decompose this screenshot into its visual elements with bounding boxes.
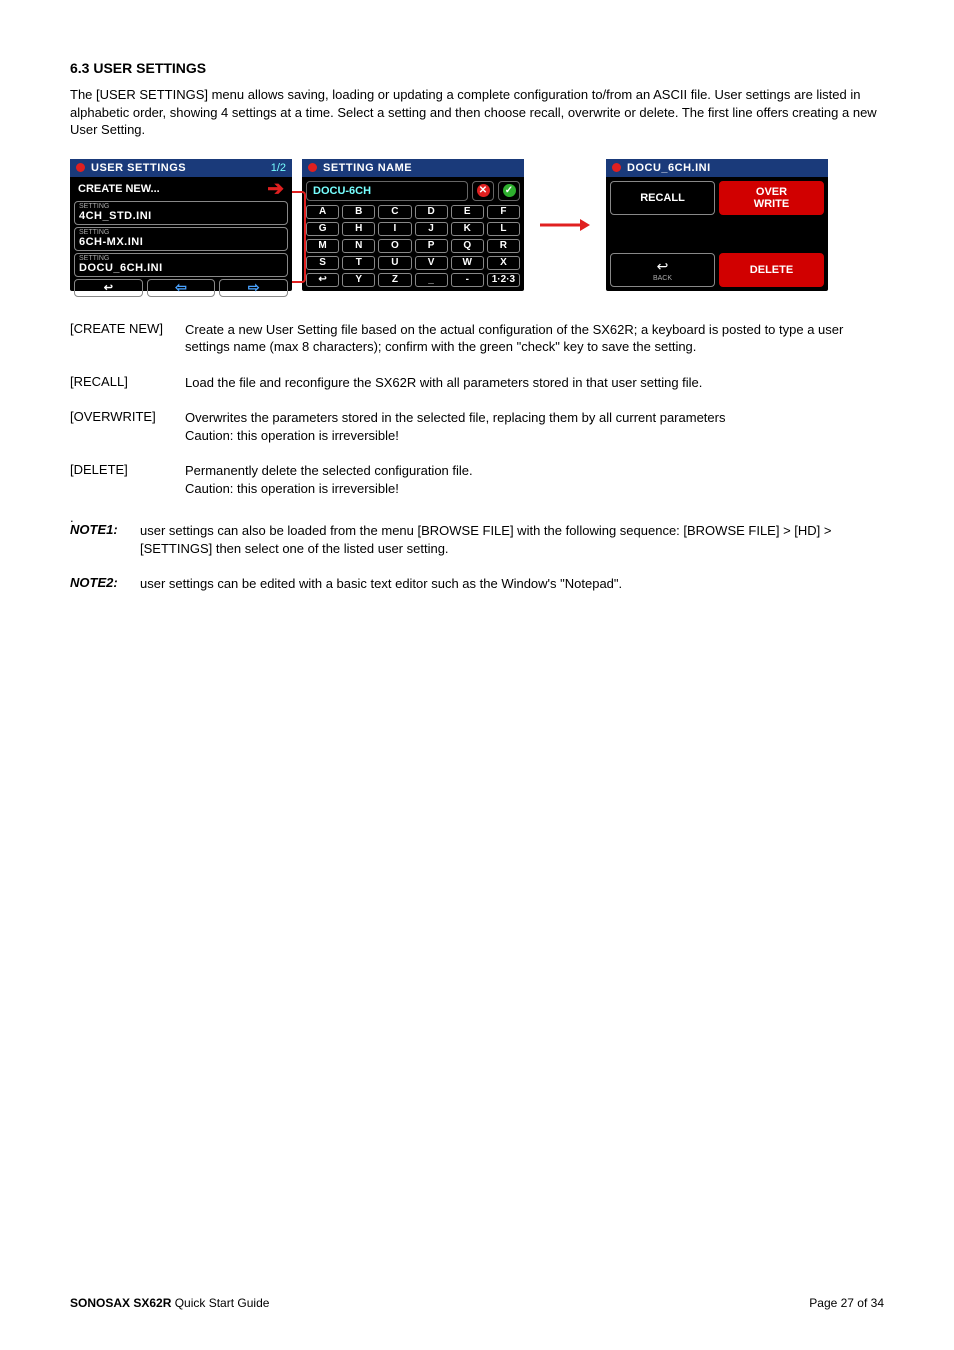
setting-row-name: 6CH-MX.INI [79, 236, 283, 248]
panel2-title: SETTING NAME [323, 162, 412, 174]
section-heading: 6.3 USER SETTINGS [70, 60, 884, 76]
note-text: user settings can also be loaded from th… [140, 522, 884, 557]
back-button[interactable]: ↩ [74, 279, 143, 297]
setting-row-caption: SETTING [79, 229, 283, 236]
key-back[interactable]: ↩ [306, 273, 339, 287]
prev-button[interactable]: ⇦ [147, 279, 216, 297]
panels-row: USER SETTINGS 1/2 CREATE NEW... ➔ SETTIN… [70, 159, 884, 291]
key[interactable]: D [415, 205, 448, 219]
key[interactable]: N [342, 239, 375, 253]
def-text: Permanently delete the selected configur… [185, 462, 884, 497]
key[interactable]: L [487, 222, 520, 236]
key[interactable]: X [487, 256, 520, 270]
key[interactable]: A [306, 205, 339, 219]
def-label: [RECALL] [70, 374, 185, 392]
keyboard-grid: A B C D E F G H I J K L M N O P Q R S T … [302, 205, 524, 287]
key[interactable]: - [451, 273, 484, 287]
confirm-button[interactable]: ✓ [498, 181, 520, 201]
key[interactable]: W [451, 256, 484, 270]
def-label: [CREATE NEW] [70, 321, 185, 356]
note-label: NOTE2: [70, 575, 140, 593]
panel1-title: USER SETTINGS [91, 162, 186, 174]
key[interactable]: S [306, 256, 339, 270]
key[interactable]: H [342, 222, 375, 236]
footer-page-number: Page 27 of 34 [809, 1296, 884, 1310]
key[interactable]: P [415, 239, 448, 253]
panel-user-settings: USER SETTINGS 1/2 CREATE NEW... ➔ SETTIN… [70, 159, 292, 291]
check-icon: ✓ [503, 184, 516, 197]
key[interactable]: E [451, 205, 484, 219]
panel-actions: DOCU_6CH.INI RECALL OVER WRITE ↩ BACK DE… [606, 159, 828, 291]
note-label: NOTE1: [70, 522, 140, 557]
next-button[interactable]: ⇨ [219, 279, 288, 297]
panel1-page-indicator: 1/2 [271, 162, 286, 174]
key[interactable]: U [378, 256, 411, 270]
cancel-button[interactable]: ✕ [472, 181, 494, 201]
create-new-row[interactable]: CREATE NEW... ➔ [74, 179, 288, 199]
setting-row-caption: SETTING [79, 203, 283, 210]
def-label: [DELETE] [70, 462, 185, 497]
key-numeric[interactable]: 1·2·3 [487, 273, 520, 287]
key[interactable]: Y [342, 273, 375, 287]
setting-row-name: DOCU_6CH.INI [79, 262, 283, 274]
definitions-list: [CREATE NEW] Create a new User Setting f… [70, 321, 884, 498]
key[interactable]: V [415, 256, 448, 270]
key[interactable]: I [378, 222, 411, 236]
recall-button[interactable]: RECALL [610, 181, 715, 215]
key[interactable]: K [451, 222, 484, 236]
back-arrow-icon: ↩ [657, 258, 669, 275]
panel-keyboard: SETTING NAME DOCU-6CH ✕ ✓ A B C D E F G … [302, 159, 524, 291]
key[interactable]: T [342, 256, 375, 270]
overwrite-label-1: OVER [756, 186, 787, 198]
arrow-right-icon [540, 218, 590, 232]
key[interactable]: J [415, 222, 448, 236]
page-footer: SONOSAX SX62R Quick Start Guide Page 27 … [70, 1296, 884, 1310]
def-text: Load the file and reconfigure the SX62R … [185, 374, 884, 392]
intro-paragraph: The [USER SETTINGS] menu allows saving, … [70, 86, 884, 139]
key[interactable]: _ [415, 273, 448, 287]
panel3-title: DOCU_6CH.INI [627, 162, 711, 174]
overwrite-label-2: WRITE [754, 198, 789, 210]
bracket-icon [292, 191, 306, 283]
setting-row[interactable]: SETTING 4CH_STD.INI [74, 201, 288, 225]
key[interactable]: C [378, 205, 411, 219]
setting-row[interactable]: SETTING 6CH-MX.INI [74, 227, 288, 251]
def-text: Create a new User Setting file based on … [185, 321, 884, 356]
key[interactable]: F [487, 205, 520, 219]
close-icon: ✕ [477, 184, 490, 197]
key[interactable]: Z [378, 273, 411, 287]
setting-row[interactable]: SETTING DOCU_6CH.INI [74, 253, 288, 277]
back-label: BACK [653, 275, 672, 282]
delete-button[interactable]: DELETE [719, 253, 824, 287]
key[interactable]: M [306, 239, 339, 253]
key[interactable]: G [306, 222, 339, 236]
def-text: Overwrites the parameters stored in the … [185, 409, 884, 444]
back-button[interactable]: ↩ BACK [610, 253, 715, 287]
panel3-header: DOCU_6CH.INI [606, 159, 828, 177]
panel2-header: SETTING NAME [302, 159, 524, 177]
record-dot-icon [76, 163, 85, 172]
note-text: user settings can be edited with a basic… [140, 575, 884, 593]
setting-row-name: 4CH_STD.INI [79, 210, 283, 222]
footer-guide: Quick Start Guide [171, 1296, 269, 1310]
record-dot-icon [308, 163, 317, 172]
overwrite-button[interactable]: OVER WRITE [719, 181, 824, 215]
panel1-header: USER SETTINGS 1/2 [70, 159, 292, 177]
notes-list: NOTE1: user settings can also be loaded … [70, 522, 884, 593]
def-label: [OVERWRITE] [70, 409, 185, 444]
key[interactable]: Q [451, 239, 484, 253]
create-new-label: CREATE NEW... [78, 183, 160, 195]
key[interactable]: O [378, 239, 411, 253]
key[interactable]: B [342, 205, 375, 219]
setting-row-caption: SETTING [79, 255, 283, 262]
record-dot-icon [612, 163, 621, 172]
footer-brand: SONOSAX SX62R [70, 1296, 171, 1310]
key[interactable]: R [487, 239, 520, 253]
name-input[interactable]: DOCU-6CH [306, 181, 468, 201]
